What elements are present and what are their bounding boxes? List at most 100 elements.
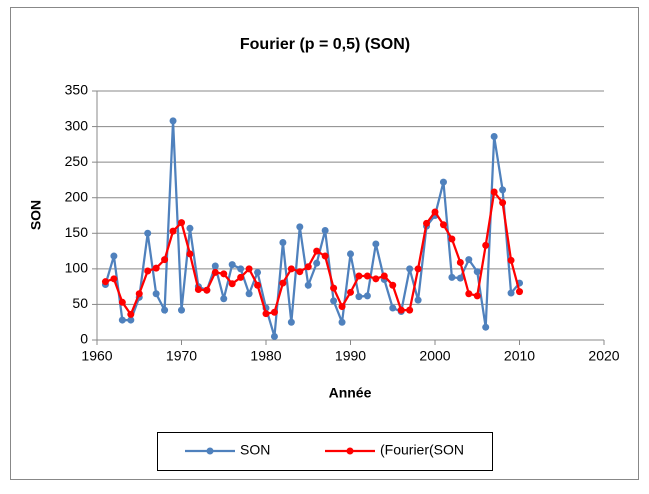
data-point <box>161 256 169 264</box>
data-point <box>245 265 253 273</box>
data-point <box>279 239 287 247</box>
data-point <box>304 281 312 289</box>
data-point <box>211 262 219 270</box>
data-point <box>490 188 498 196</box>
data-point <box>296 223 304 231</box>
legend-marker <box>346 447 354 455</box>
legend-label: SON <box>240 442 270 458</box>
data-point <box>507 256 515 264</box>
chart-frame <box>10 7 639 480</box>
y-tick-label: 250 <box>65 153 89 169</box>
data-point <box>490 133 498 141</box>
data-point <box>152 290 160 298</box>
data-point <box>304 263 312 271</box>
data-point <box>245 290 253 298</box>
x-tick-label: 2010 <box>504 348 535 364</box>
data-point <box>414 296 422 304</box>
data-point <box>186 224 194 232</box>
data-point <box>169 227 177 235</box>
data-point <box>203 286 211 294</box>
data-point <box>110 252 118 260</box>
data-point <box>338 303 346 311</box>
data-point <box>516 288 523 296</box>
data-point <box>237 265 245 273</box>
data-point <box>228 280 236 288</box>
data-point <box>397 306 405 314</box>
data-point <box>287 318 295 326</box>
data-point <box>338 318 346 326</box>
data-point <box>313 247 321 255</box>
x-tick-label: 1980 <box>250 348 281 364</box>
data-point <box>220 295 228 303</box>
x-tick-label: 1990 <box>335 348 366 364</box>
data-point <box>330 297 338 305</box>
data-point <box>448 273 456 281</box>
y-tick-label: 50 <box>72 295 88 311</box>
data-point <box>473 268 481 276</box>
data-point <box>127 310 135 318</box>
y-tick-label: 150 <box>65 224 89 240</box>
y-tick-label: 200 <box>65 188 89 204</box>
data-point <box>406 265 414 273</box>
data-point <box>110 275 118 283</box>
x-tick-label: 2020 <box>588 348 619 364</box>
data-point <box>270 332 278 340</box>
data-point <box>321 252 329 260</box>
data-point <box>313 259 321 267</box>
data-point <box>254 268 262 276</box>
data-point <box>482 323 490 331</box>
x-tick-label: 2000 <box>419 348 450 364</box>
data-point <box>414 265 422 273</box>
data-point <box>389 304 397 312</box>
data-point <box>178 306 185 314</box>
data-point <box>431 208 439 216</box>
data-point <box>372 240 380 248</box>
data-point <box>228 261 236 269</box>
data-point <box>237 273 245 281</box>
x-axis-label: Année <box>329 385 372 401</box>
data-point <box>347 288 354 296</box>
x-tick-label: 1970 <box>166 348 197 364</box>
data-point <box>118 298 126 306</box>
data-point <box>355 272 363 280</box>
chart-title: Fourier (p = 0,5) (SON) <box>240 36 410 53</box>
data-point <box>194 285 202 293</box>
data-point <box>296 268 304 276</box>
data-point <box>448 235 456 243</box>
data-point <box>127 316 135 324</box>
y-tick-label: 300 <box>65 117 89 133</box>
data-point <box>456 258 464 266</box>
y-axis-label: SON <box>28 200 44 230</box>
data-point <box>135 290 143 298</box>
data-point <box>118 316 126 324</box>
data-point <box>363 292 371 300</box>
data-point <box>363 272 371 280</box>
data-point <box>262 310 270 318</box>
series-line <box>104 120 521 337</box>
data-point <box>499 199 507 207</box>
data-point <box>330 284 338 292</box>
data-point <box>161 306 169 314</box>
data-point <box>507 289 515 297</box>
data-point <box>178 219 185 227</box>
legend-marker <box>206 447 214 455</box>
data-point <box>439 221 447 229</box>
data-point <box>270 308 278 316</box>
data-point <box>169 117 177 125</box>
y-tick-label: 350 <box>65 82 89 98</box>
x-tick-label: 1960 <box>81 348 112 364</box>
legend-label: (Fourier(SON <box>380 442 464 458</box>
data-point <box>279 279 287 287</box>
data-point <box>347 250 354 258</box>
data-point <box>220 270 228 278</box>
data-point <box>152 264 160 272</box>
data-point <box>473 292 481 300</box>
y-tick-label: 100 <box>65 260 89 276</box>
data-point <box>355 293 363 301</box>
data-point <box>465 290 473 298</box>
data-point <box>211 268 219 276</box>
data-point <box>372 275 380 283</box>
data-point <box>186 250 194 258</box>
data-point <box>321 226 329 234</box>
